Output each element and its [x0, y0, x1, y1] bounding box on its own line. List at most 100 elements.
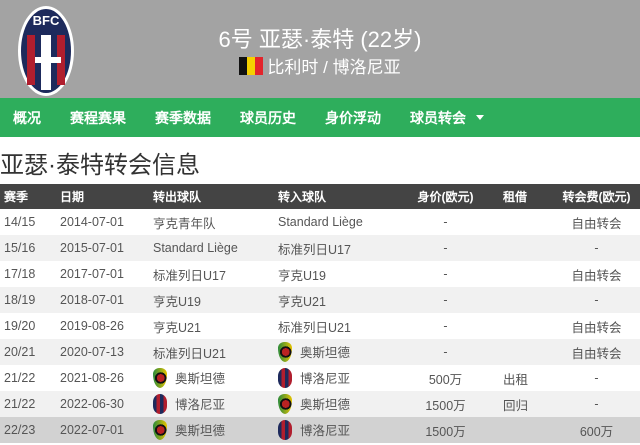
to-team[interactable]: 亨克U19 — [278, 268, 326, 283]
to-team[interactable]: 博洛尼亚 — [278, 365, 388, 391]
loan — [503, 339, 553, 365]
loan: 回归 — [503, 391, 553, 417]
to-team[interactable]: 标准列日U21 — [278, 320, 351, 335]
date: 2018-07-01 — [56, 287, 153, 313]
season: 19/20 — [4, 319, 36, 333]
table-row: 21/22 2021-08-26 奥斯坦德 博洛尼亚 500万 出租 - — [0, 365, 640, 391]
season: 21/22 — [4, 371, 36, 385]
nav-value[interactable]: 身价浮动 — [325, 109, 381, 126]
loan — [503, 313, 553, 339]
col-value: 身价(欧元) — [388, 184, 503, 209]
nationality-club: 比利时 / 博洛尼亚 — [0, 53, 640, 78]
season: 14/15 — [4, 215, 36, 229]
date: 2015-07-01 — [56, 235, 153, 261]
nav-season-stats[interactable]: 赛季数据 — [155, 109, 211, 126]
loan: 出租 — [503, 372, 529, 387]
svg-text:BFC: BFC — [33, 13, 60, 28]
season: 17/18 — [4, 267, 36, 281]
loan — [503, 417, 553, 443]
market-value: - — [443, 267, 448, 281]
to-team[interactable]: 亨克U21 — [278, 287, 388, 313]
caret-down-icon — [476, 114, 484, 120]
col-season: 赛季 — [0, 184, 56, 209]
market-value: - — [388, 235, 503, 261]
from-team[interactable]: 奥斯坦德 — [153, 417, 278, 443]
table-row: 18/19 2018-07-01 亨克U19 亨克U21 - - — [0, 287, 640, 313]
nav-overview[interactable]: 概况 — [13, 109, 41, 126]
from-team[interactable]: 奥斯坦德 — [153, 365, 278, 391]
from-team[interactable]: 标准列日U21 — [153, 339, 278, 365]
transfer-fee: 600万 — [553, 417, 640, 443]
market-value: - — [388, 287, 503, 313]
market-value: - — [443, 215, 448, 229]
date: 2021-08-26 — [60, 371, 124, 385]
season: 15/16 — [0, 235, 56, 261]
table-row: 14/15 2014-07-01 亨克青年队 Standard Liège - 自… — [0, 209, 640, 235]
player-header: BFC 1909 6号 亚瑟·泰特 (22岁) 比利时 / 博洛尼亚 — [0, 0, 640, 98]
season: 21/22 — [0, 391, 56, 417]
page-title: 亚瑟·泰特转会信息 — [0, 152, 200, 179]
bologna-badge-icon — [278, 368, 292, 388]
col-loan: 租借 — [503, 184, 553, 209]
date: 2019-08-26 — [60, 319, 124, 333]
loan — [503, 287, 553, 313]
nav-bar: 概况 赛程赛果 赛季数据 球员历史 身价浮动 球员转会 — [0, 98, 640, 137]
to-team[interactable]: Standard Liège — [278, 215, 363, 229]
to-team[interactable]: 奥斯坦德 — [278, 391, 388, 417]
from-team[interactable]: 亨克U19 — [153, 287, 278, 313]
col-to: 转入球队 — [278, 184, 388, 209]
table-row: 15/16 2015-07-01 Standard Liège 标准列日U17 -… — [0, 235, 640, 261]
player-name: 6号 亚瑟·泰特 (22岁) — [218, 27, 422, 52]
market-value: - — [443, 319, 448, 333]
market-value: 500万 — [428, 372, 463, 387]
col-date: 日期 — [56, 184, 153, 209]
from-team[interactable]: 亨克青年队 — [153, 216, 216, 231]
nav-fixtures[interactable]: 赛程赛果 — [70, 109, 126, 126]
col-from: 转出球队 — [153, 184, 278, 209]
transfer-fee: 自由转会 — [571, 268, 622, 283]
from-team[interactable]: Standard Liège — [153, 235, 278, 261]
col-fee: 转会费(欧元) — [553, 184, 640, 209]
oostende-badge-icon — [153, 420, 167, 440]
transfer-fee: 自由转会 — [553, 339, 640, 365]
bologna-badge-icon — [278, 420, 292, 440]
club-logo: BFC 1909 — [18, 6, 74, 96]
svg-text:1909: 1909 — [39, 31, 53, 37]
transfer-fee: 自由转会 — [571, 320, 622, 335]
season: 20/21 — [0, 339, 56, 365]
to-team[interactable]: 奥斯坦德 — [278, 339, 388, 365]
table-row: 20/21 2020-07-13 标准列日U21 奥斯坦德 - 自由转会 — [0, 339, 640, 365]
transfer-fee: - — [553, 287, 640, 313]
transfer-table: 赛季 日期 转出球队 转入球队 身价(欧元) 租借 转会费(欧元) 14/15 … — [0, 184, 640, 443]
table-row: 21/22 2022-06-30 博洛尼亚 奥斯坦德 1500万 回归 - — [0, 391, 640, 417]
date: 2022-07-01 — [56, 417, 153, 443]
bologna-badge-icon — [153, 394, 167, 414]
to-team[interactable]: 博洛尼亚 — [278, 417, 388, 443]
from-team[interactable]: 标准列日U17 — [153, 268, 226, 283]
transfer-fee: - — [553, 235, 640, 261]
loan — [503, 235, 553, 261]
transfer-fee: 自由转会 — [571, 216, 622, 231]
market-value: 1500万 — [388, 417, 503, 443]
oostende-badge-icon — [278, 394, 292, 414]
season: 18/19 — [0, 287, 56, 313]
date: 2020-07-13 — [56, 339, 153, 365]
loan — [503, 261, 553, 287]
market-value: 1500万 — [388, 391, 503, 417]
nav-transfers[interactable]: 球员转会 — [410, 108, 484, 128]
loan — [503, 209, 553, 235]
from-team[interactable]: 亨克U21 — [153, 320, 201, 335]
date: 2017-07-01 — [60, 267, 124, 281]
from-team[interactable]: 博洛尼亚 — [153, 391, 278, 417]
to-team[interactable]: 标准列日U17 — [278, 235, 388, 261]
date: 2014-07-01 — [60, 215, 124, 229]
oostende-badge-icon — [153, 368, 167, 388]
oostende-badge-icon — [278, 342, 292, 362]
table-row: 17/18 2017-07-01 标准列日U17 亨克U19 - 自由转会 — [0, 261, 640, 287]
nav-history[interactable]: 球员历史 — [240, 109, 296, 126]
belgium-flag-icon — [239, 57, 264, 75]
transfer-fee: - — [553, 391, 640, 417]
transfer-fee: - — [594, 371, 599, 385]
season: 22/23 — [0, 417, 56, 443]
table-row: 19/20 2019-08-26 亨克U21 标准列日U21 - 自由转会 — [0, 313, 640, 339]
